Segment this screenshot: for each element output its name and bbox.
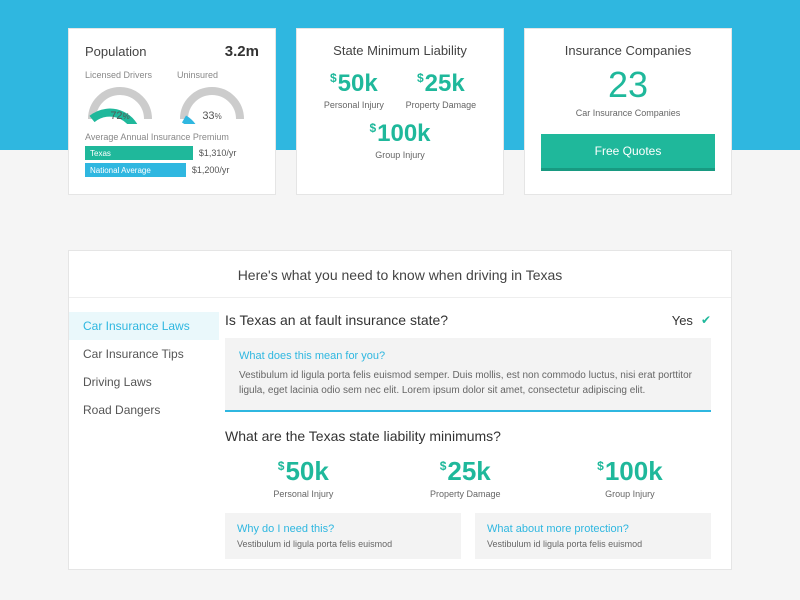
stats-cards-row: Population 3.2m Licensed Drivers 72% Uni… [68,28,732,195]
gauge-label: Licensed Drivers [85,70,167,80]
liability-value: $25k [406,70,477,98]
liability2-value: $50k [273,456,333,487]
tab-item[interactable]: Road Dangers [69,396,219,424]
gauge-label: Uninsured [177,70,259,80]
population-card: Population 3.2m Licensed Drivers 72% Uni… [68,28,276,195]
gauge: 72% [85,84,155,124]
col-box-text: Vestibulum id ligula porta felis euismod [487,539,699,549]
liability-bottom-label: Group Injury [313,150,487,160]
premium-bar-row: Texas $1,310/yr [85,146,259,160]
check-icon: ✔ [701,313,711,327]
liability2-value: $100k [597,456,663,487]
info-box-title: What does this mean for you? [239,350,697,362]
liability-title: State Minimum Liability [313,43,487,58]
premium-bar: National Average [85,163,186,177]
tab-item[interactable]: Car Insurance Laws [69,312,219,340]
premium-bar: Texas [85,146,193,160]
liability2-item: $25k Property Damage [430,456,501,499]
liability-card: State Minimum Liability $50k Personal Inj… [296,28,504,195]
liability2-item: $100k Group Injury [597,456,663,499]
info-col-box: Why do I need this? Vestibulum id ligula … [225,513,461,559]
col-box-title: Why do I need this? [237,523,449,535]
liability2-item: $50k Personal Injury [273,456,333,499]
info-box: What does this mean for you? Vestibulum … [225,338,711,410]
info-col-box: What about more protection? Vestibulum id… [475,513,711,559]
faq2-question: What are the Texas state liability minim… [225,428,711,444]
faq1-question: Is Texas an at fault insurance state? [225,312,448,328]
companies-count: 23 [541,64,715,106]
liability-item: $50k Personal Injury [324,70,384,110]
premium-bar-row: National Average $1,200/yr [85,163,259,177]
premium-label: Average Annual Insurance Premium [85,132,259,142]
liability2-value: $25k [430,456,501,487]
tab-content: Is Texas an at fault insurance state? Ye… [219,298,731,569]
liability-bottom-value: $100k [313,120,487,148]
companies-title: Insurance Companies [541,43,715,58]
main-panel: Here's what you need to know when drivin… [68,250,732,570]
free-quotes-button[interactable]: Free Quotes [541,134,715,171]
tabs-list: Car Insurance LawsCar Insurance TipsDriv… [69,298,219,569]
info-box-text: Vestibulum id ligula porta felis euismod… [239,368,697,398]
liability-value: $50k [324,70,384,98]
companies-sublabel: Car Insurance Companies [541,108,715,118]
liability-label: Property Damage [406,100,477,110]
faq1-answer: Yes [672,313,693,328]
companies-card: Insurance Companies 23 Car Insurance Com… [524,28,732,195]
col-box-title: What about more protection? [487,523,699,535]
premium-amount: $1,310/yr [199,148,237,158]
liability-label: Personal Injury [324,100,384,110]
liability-item: $25k Property Damage [406,70,477,110]
population-value: 3.2m [225,43,259,60]
premium-amount: $1,200/yr [192,165,230,175]
panel-heading: Here's what you need to know when drivin… [69,251,731,298]
population-title: Population [85,44,146,59]
section-divider [225,410,711,412]
liability2-label: Personal Injury [273,489,333,499]
gauge: 33% [177,84,247,124]
liability2-label: Property Damage [430,489,501,499]
tab-item[interactable]: Car Insurance Tips [69,340,219,368]
tab-item[interactable]: Driving Laws [69,368,219,396]
liability2-label: Group Injury [597,489,663,499]
col-box-text: Vestibulum id ligula porta felis euismod [237,539,449,549]
